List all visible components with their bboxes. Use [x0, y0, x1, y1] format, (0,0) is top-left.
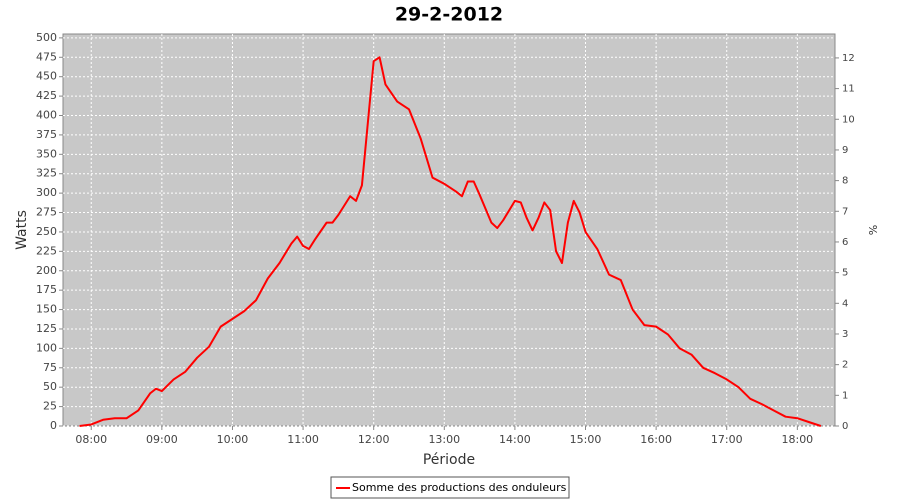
y-tick-label: 125 — [36, 322, 57, 335]
y2-tick-label: 12 — [842, 53, 855, 64]
plot-area — [62, 33, 836, 427]
y-tick-label: 425 — [36, 89, 57, 102]
y2-tick-label: 4 — [842, 298, 848, 309]
x-tick-label: 10:00 — [217, 433, 249, 446]
x-tick-label: 12:00 — [358, 433, 390, 446]
y2-tick-label: 8 — [842, 176, 848, 187]
x-tick-label: 17:00 — [711, 433, 743, 446]
x-tick-label: 16:00 — [640, 433, 672, 446]
legend — [330, 476, 570, 499]
y-tick-label: 350 — [36, 147, 57, 160]
y2-tick-label: 3 — [842, 329, 848, 340]
x-tick-label: 15:00 — [570, 433, 602, 446]
y-tick-label: 375 — [36, 128, 57, 141]
y-tick-label: 100 — [36, 341, 57, 354]
y-tick-label: 200 — [36, 264, 57, 277]
y-tick-label: 175 — [36, 283, 57, 296]
y2-tick-label: 6 — [842, 237, 848, 248]
y2-tick-label: 1 — [842, 390, 848, 401]
y-tick-label: 325 — [36, 167, 57, 180]
y2-tick-label: 7 — [842, 206, 848, 217]
y2-tick-label: 10 — [842, 114, 855, 125]
y-tick-label: 250 — [36, 225, 57, 238]
y-tick-label: 50 — [43, 380, 57, 393]
y-tick-label: 450 — [36, 70, 57, 83]
y-axis-label: Watts — [14, 210, 30, 250]
y2-tick-label: 2 — [842, 360, 848, 371]
y-tick-label: 275 — [36, 206, 57, 219]
y-tick-label: 475 — [36, 50, 57, 63]
x-tick-label: 18:00 — [781, 433, 813, 446]
y2-tick-label: 0 — [842, 421, 848, 432]
data-line — [79, 56, 822, 427]
legend-label: Somme des productions des onduleurs — [352, 481, 567, 494]
chart-title: 29-2-2012 — [395, 4, 503, 26]
y-tick-label: 150 — [36, 303, 57, 316]
x-tick-label: 11:00 — [287, 433, 319, 446]
y2-tick-label: 9 — [842, 145, 848, 156]
y2-axis-label: % — [866, 225, 879, 235]
x-tick-label: 13:00 — [428, 433, 460, 446]
y-tick-label: 225 — [36, 244, 57, 257]
y-tick-label: 400 — [36, 109, 57, 122]
y-tick-label: 25 — [43, 400, 57, 413]
x-tick-label: 08:00 — [75, 433, 107, 446]
x-axis-label: Période — [423, 452, 475, 468]
y-tick-label: 500 — [36, 31, 57, 44]
y2-tick-label: 5 — [842, 268, 848, 279]
x-tick-label: 14:00 — [499, 433, 531, 446]
y-tick-label: 75 — [43, 361, 57, 374]
y-tick-label: 0 — [50, 419, 57, 432]
y2-tick-label: 11 — [842, 84, 855, 95]
x-tick-label: 09:00 — [146, 433, 178, 446]
y-tick-label: 300 — [36, 186, 57, 199]
